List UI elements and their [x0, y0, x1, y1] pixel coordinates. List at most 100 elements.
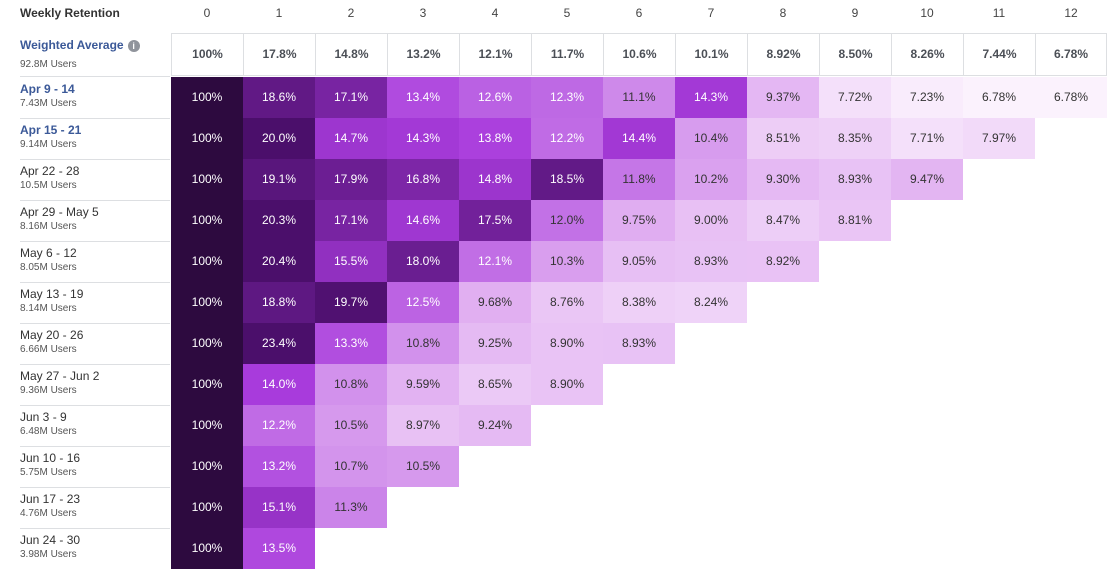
heatmap-cell: 8.76% [531, 282, 603, 323]
heatmap-cell: 8.51% [747, 118, 819, 159]
average-cell-week-0: 100% [171, 33, 243, 76]
row-divider [20, 282, 170, 283]
cohort-users: 5.75M Users [20, 467, 77, 478]
heatmap-cell: 12.5% [387, 282, 459, 323]
heatmap-cell: 17.5% [459, 200, 531, 241]
average-cell-week-2: 14.8% [315, 33, 387, 76]
average-cell-week-4: 12.1% [459, 33, 531, 76]
heatmap-cell: 100% [171, 200, 243, 241]
heatmap-cell: 13.5% [243, 528, 315, 569]
cohort-users: 10.5M Users [20, 180, 77, 191]
heatmap-cell: 9.30% [747, 159, 819, 200]
heatmap-cell: 18.0% [387, 241, 459, 282]
heatmap-cell: 12.2% [243, 405, 315, 446]
average-cell-week-11: 7.44% [963, 33, 1035, 76]
heatmap-cell: 7.72% [819, 77, 891, 118]
column-header-week-9: 9 [851, 6, 859, 20]
heatmap-cell: 9.68% [459, 282, 531, 323]
average-cell-week-5: 11.7% [531, 33, 603, 76]
heatmap-cell: 100% [171, 528, 243, 569]
row-divider [20, 364, 170, 365]
heatmap-cell: 20.0% [243, 118, 315, 159]
heatmap-cell: 7.71% [891, 118, 963, 159]
heatmap-cell: 8.97% [387, 405, 459, 446]
heatmap-cell: 8.35% [819, 118, 891, 159]
heatmap-cell: 100% [171, 77, 243, 118]
cohort-row-label: Apr 9 - 14 7.43M Users [20, 82, 168, 110]
heatmap-cell: 9.25% [459, 323, 531, 364]
heatmap-cell: 10.8% [387, 323, 459, 364]
cohort-users: 8.16M Users [20, 221, 77, 232]
heatmap-cell: 100% [171, 159, 243, 200]
cohort-row-label: Jun 3 - 9 6.48M Users [20, 410, 168, 438]
average-cell-week-6: 10.6% [603, 33, 675, 76]
heatmap-cell: 13.4% [387, 77, 459, 118]
heatmap-cell: 100% [171, 487, 243, 528]
info-icon[interactable]: i [127, 40, 140, 52]
heatmap-cell: 9.75% [603, 200, 675, 241]
cohort-row-label: Jun 10 - 16 5.75M Users [20, 451, 168, 479]
heatmap-cell: 100% [171, 118, 243, 159]
cohort-users: 8.14M Users [20, 303, 77, 314]
row-divider [20, 76, 170, 77]
weighted-average-title[interactable]: Weighted Average i [20, 38, 168, 53]
heatmap-cell: 12.0% [531, 200, 603, 241]
heatmap-cell: 14.3% [675, 77, 747, 118]
heatmap-cell: 19.7% [315, 282, 387, 323]
row-divider [20, 200, 170, 201]
heatmap-cell: 8.90% [531, 323, 603, 364]
heatmap-cell: 13.8% [459, 118, 531, 159]
row-divider [20, 323, 170, 324]
cohort-name[interactable]: Apr 9 - 14 [20, 82, 75, 96]
cohort-name: May 20 - 26 [20, 328, 84, 342]
row-divider [20, 487, 170, 488]
cohort-name: May 6 - 12 [20, 246, 77, 260]
cohort-name: Jun 17 - 23 [20, 492, 81, 506]
heatmap-cell: 20.3% [243, 200, 315, 241]
average-cell-week-9: 8.50% [819, 33, 891, 76]
heatmap-cell: 100% [171, 364, 243, 405]
heatmap-cell: 8.47% [747, 200, 819, 241]
heatmap-cell: 13.2% [243, 446, 315, 487]
column-header-week-6: 6 [635, 6, 643, 20]
cohort-name: May 27 - Jun 2 [20, 369, 100, 383]
cohort-row-label: May 27 - Jun 2 9.36M Users [20, 369, 168, 397]
column-header-week-7: 7 [707, 6, 715, 20]
heatmap-cell: 17.1% [315, 77, 387, 118]
heatmap-cell: 8.93% [675, 241, 747, 282]
heatmap-cell: 18.6% [243, 77, 315, 118]
heatmap-cell: 9.05% [603, 241, 675, 282]
row-divider [20, 528, 170, 529]
heatmap-cell: 9.47% [891, 159, 963, 200]
cohort-row-label: Apr 29 - May 5 8.16M Users [20, 205, 168, 233]
cohort-users: 9.14M Users [20, 139, 77, 150]
heatmap-cell: 14.7% [315, 118, 387, 159]
heatmap-cell: 17.9% [315, 159, 387, 200]
cohort-name: Jun 24 - 30 [20, 533, 81, 547]
heatmap-cell: 7.23% [891, 77, 963, 118]
heatmap-cell: 14.8% [459, 159, 531, 200]
column-header-week-3: 3 [419, 6, 427, 20]
heatmap-cell: 18.8% [243, 282, 315, 323]
heatmap-cell: 10.5% [315, 405, 387, 446]
cohort-users: 6.48M Users [20, 426, 77, 437]
column-header-week-11: 11 [992, 6, 1006, 20]
heatmap-cell: 12.6% [459, 77, 531, 118]
cohort-row-label: May 20 - 26 6.66M Users [20, 328, 168, 356]
heatmap-cell: 17.1% [315, 200, 387, 241]
heatmap-cell: 14.3% [387, 118, 459, 159]
heatmap-cell: 9.00% [675, 200, 747, 241]
cohort-row-label: May 6 - 12 8.05M Users [20, 246, 168, 274]
heatmap-cell: 8.65% [459, 364, 531, 405]
column-header-week-12: 12 [1064, 6, 1078, 20]
heatmap-cell: 9.24% [459, 405, 531, 446]
cohort-row-label: Apr 22 - 28 10.5M Users [20, 164, 168, 192]
column-header-week-5: 5 [563, 6, 571, 20]
cohort-name[interactable]: Apr 15 - 21 [20, 123, 82, 137]
row-divider [20, 241, 170, 242]
heatmap-cell: 8.93% [819, 159, 891, 200]
average-cell-week-3: 13.2% [387, 33, 459, 76]
cohort-name: Jun 3 - 9 [20, 410, 67, 424]
cohort-users: 8.05M Users [20, 262, 77, 273]
heatmap-cell: 8.90% [531, 364, 603, 405]
